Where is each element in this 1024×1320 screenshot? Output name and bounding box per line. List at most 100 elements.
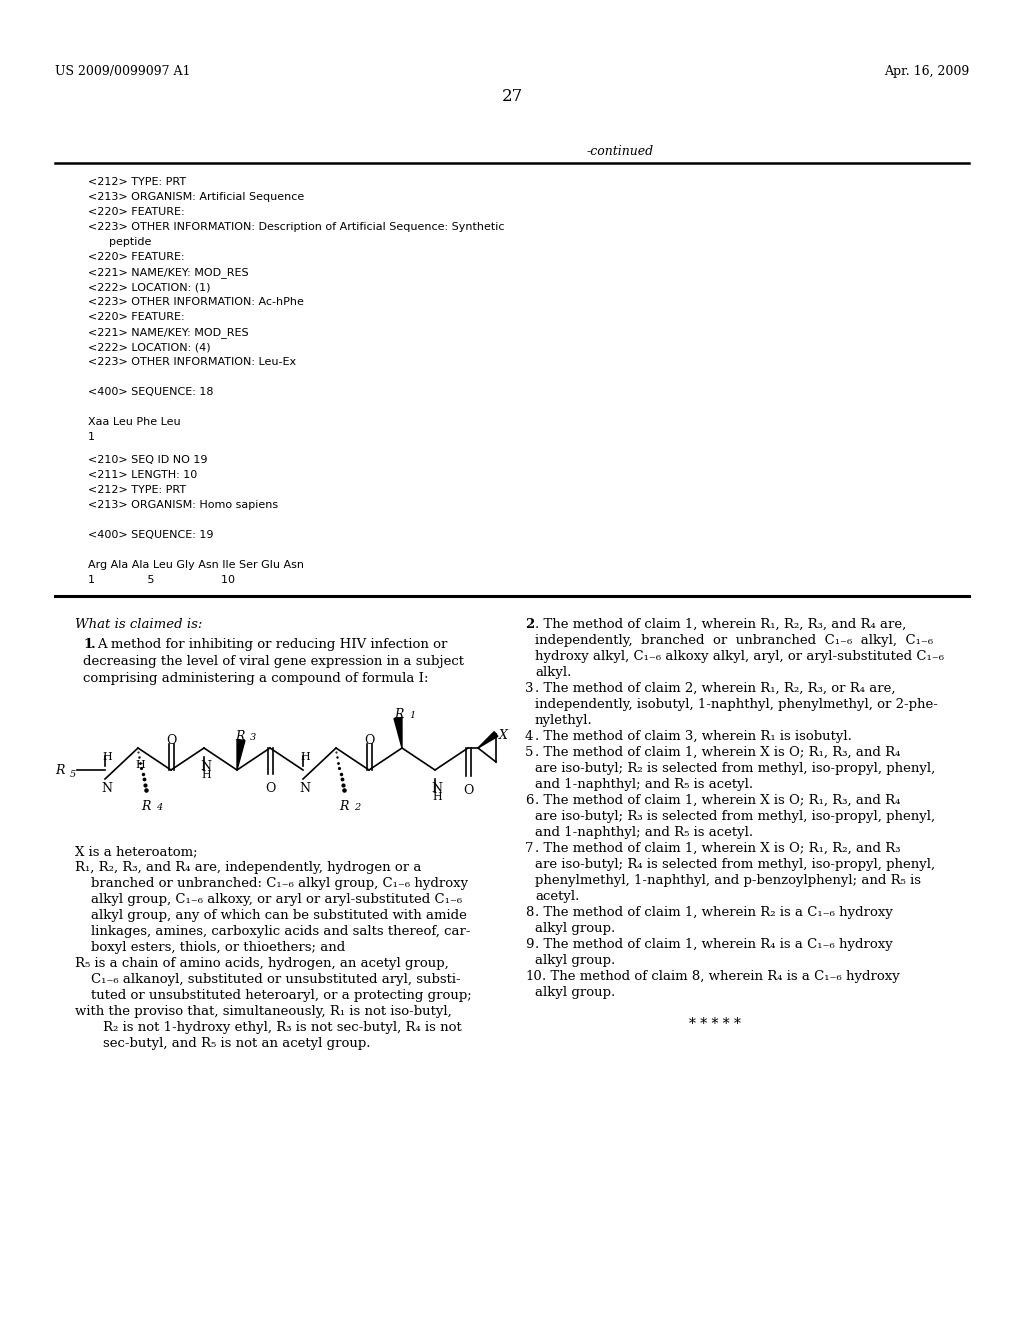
Text: Apr. 16, 2009: Apr. 16, 2009 <box>884 65 969 78</box>
Polygon shape <box>237 739 245 770</box>
Text: independently, isobutyl, 1-naphthyl, phenylmethyl, or 2-phe-: independently, isobutyl, 1-naphthyl, phe… <box>535 698 938 711</box>
Polygon shape <box>394 718 402 748</box>
Text: decreasing the level of viral gene expression in a subject: decreasing the level of viral gene expre… <box>83 655 464 668</box>
Text: alkyl group.: alkyl group. <box>535 921 615 935</box>
Text: 27: 27 <box>502 88 522 106</box>
Text: 1: 1 <box>409 711 416 719</box>
Text: N: N <box>431 781 442 795</box>
Text: What is claimed is:: What is claimed is: <box>75 618 203 631</box>
Text: 5: 5 <box>70 770 76 779</box>
Text: <211> LENGTH: 10: <211> LENGTH: 10 <box>88 470 198 480</box>
Text: 9: 9 <box>525 939 534 950</box>
Text: X: X <box>499 729 508 742</box>
Text: R₂ is not 1-hydroxy ethyl, R₃ is not sec-butyl, R₄ is not: R₂ is not 1-hydroxy ethyl, R₃ is not sec… <box>103 1020 462 1034</box>
Text: <223> OTHER INFORMATION: Leu-Ex: <223> OTHER INFORMATION: Leu-Ex <box>88 356 296 367</box>
Text: .: . <box>91 638 96 651</box>
Text: 2: 2 <box>525 618 535 631</box>
Text: . The method of claim 1, wherein R₂ is a C₁₋₆ hydroxy: . The method of claim 1, wherein R₂ is a… <box>535 906 893 919</box>
Text: . The method of claim 3, wherein R₁ is isobutyl.: . The method of claim 3, wherein R₁ is i… <box>535 730 852 743</box>
Text: alkyl.: alkyl. <box>535 667 571 678</box>
Text: <221> NAME/KEY: MOD_RES: <221> NAME/KEY: MOD_RES <box>88 327 249 338</box>
Text: alkyl group, C₁₋₆ alkoxy, or aryl or aryl-substituted C₁₋₆: alkyl group, C₁₋₆ alkoxy, or aryl or ary… <box>91 894 462 906</box>
Text: tuted or unsubstituted heteroaryl, or a protecting group;: tuted or unsubstituted heteroaryl, or a … <box>91 989 472 1002</box>
Text: . The method of claim 1, wherein X is O; R₁, R₂, and R₃: . The method of claim 1, wherein X is O;… <box>535 842 900 855</box>
Text: and 1-naphthyl; and R₅ is acetyl.: and 1-naphthyl; and R₅ is acetyl. <box>535 826 753 840</box>
Text: phenylmethyl, 1-naphthyl, and p-benzoylphenyl; and R₅ is: phenylmethyl, 1-naphthyl, and p-benzoylp… <box>535 874 921 887</box>
Text: 4: 4 <box>525 730 534 743</box>
Text: comprising administering a compound of formula I:: comprising administering a compound of f… <box>83 672 428 685</box>
Text: acetyl.: acetyl. <box>535 890 580 903</box>
Text: H: H <box>201 770 211 780</box>
Text: 7: 7 <box>525 842 534 855</box>
Text: <210> SEQ ID NO 19: <210> SEQ ID NO 19 <box>88 455 208 465</box>
Text: <213> ORGANISM: Artificial Sequence: <213> ORGANISM: Artificial Sequence <box>88 191 304 202</box>
Text: <222> LOCATION: (1): <222> LOCATION: (1) <box>88 282 211 292</box>
Text: Xaa Leu Phe Leu: Xaa Leu Phe Leu <box>88 417 180 426</box>
Text: H: H <box>135 760 144 770</box>
Text: <220> FEATURE:: <220> FEATURE: <box>88 207 184 216</box>
Text: independently,  branched  or  unbranched  C₁₋₆  alkyl,  C₁₋₆: independently, branched or unbranched C₁… <box>535 634 933 647</box>
Text: C₁₋₆ alkanoyl, substituted or unsubstituted aryl, substi-: C₁₋₆ alkanoyl, substituted or unsubstitu… <box>91 973 461 986</box>
Text: X is a heteroatom;: X is a heteroatom; <box>75 845 198 858</box>
Text: with the proviso that, simultaneously, R₁ is not iso-butyl,: with the proviso that, simultaneously, R… <box>75 1005 452 1018</box>
Text: * * * * *: * * * * * <box>689 1016 741 1031</box>
Text: 10: 10 <box>525 970 542 983</box>
Text: N: N <box>200 760 211 774</box>
Text: Arg Ala Ala Leu Gly Asn Ile Ser Glu Asn: Arg Ala Ala Leu Gly Asn Ile Ser Glu Asn <box>88 560 304 570</box>
Text: H: H <box>102 752 112 762</box>
Text: and 1-naphthyl; and R₅ is acetyl.: and 1-naphthyl; and R₅ is acetyl. <box>535 777 753 791</box>
Text: 4: 4 <box>156 803 162 812</box>
Text: R: R <box>141 800 151 813</box>
Text: . The method of claim 8, wherein R₄ is a C₁₋₆ hydroxy: . The method of claim 8, wherein R₄ is a… <box>542 970 900 983</box>
Text: . The method of claim 1, wherein X is O; R₁, R₃, and R₄: . The method of claim 1, wherein X is O;… <box>535 795 900 807</box>
Text: R: R <box>55 764 65 777</box>
Text: are iso-butyl; R₄ is selected from methyl, iso-propyl, phenyl,: are iso-butyl; R₄ is selected from methy… <box>535 858 935 871</box>
Text: are iso-butyl; R₃ is selected from methyl, iso-propyl, phenyl,: are iso-butyl; R₃ is selected from methy… <box>535 810 935 822</box>
Text: 1               5                   10: 1 5 10 <box>88 576 234 585</box>
Text: alkyl group.: alkyl group. <box>535 986 615 999</box>
Text: R: R <box>394 708 403 721</box>
Text: A method for inhibiting or reducing HIV infection or: A method for inhibiting or reducing HIV … <box>97 638 447 651</box>
Text: are iso-butyl; R₂ is selected from methyl, iso-propyl, phenyl,: are iso-butyl; R₂ is selected from methy… <box>535 762 935 775</box>
Text: 2: 2 <box>354 803 360 812</box>
Text: R: R <box>339 800 348 813</box>
Text: 6: 6 <box>525 795 534 807</box>
Text: <220> FEATURE:: <220> FEATURE: <box>88 312 184 322</box>
Text: 5: 5 <box>525 746 534 759</box>
Text: R: R <box>234 730 245 743</box>
Text: 3: 3 <box>250 733 256 742</box>
Text: <221> NAME/KEY: MOD_RES: <221> NAME/KEY: MOD_RES <box>88 267 249 279</box>
Text: hydroxy alkyl, C₁₋₆ alkoxy alkyl, aryl, or aryl-substituted C₁₋₆: hydroxy alkyl, C₁₋₆ alkoxy alkyl, aryl, … <box>535 649 944 663</box>
Text: O: O <box>265 781 275 795</box>
Text: <212> TYPE: PRT: <212> TYPE: PRT <box>88 484 186 495</box>
Text: boxyl esters, thiols, or thioethers; and: boxyl esters, thiols, or thioethers; and <box>91 941 345 954</box>
Text: <220> FEATURE:: <220> FEATURE: <box>88 252 184 261</box>
Text: -continued: -continued <box>587 145 653 158</box>
Text: peptide: peptide <box>88 238 152 247</box>
Text: O: O <box>364 734 375 747</box>
Text: US 2009/0099097 A1: US 2009/0099097 A1 <box>55 65 190 78</box>
Text: 1: 1 <box>88 432 95 442</box>
Text: nylethyl.: nylethyl. <box>535 714 593 727</box>
Text: <213> ORGANISM: Homo sapiens: <213> ORGANISM: Homo sapiens <box>88 500 279 510</box>
Text: O: O <box>463 784 473 797</box>
Text: sec-butyl, and R₅ is not an acetyl group.: sec-butyl, and R₅ is not an acetyl group… <box>103 1038 371 1049</box>
Text: . The method of claim 1, wherein R₁, R₂, R₃, and R₄ are,: . The method of claim 1, wherein R₁, R₂,… <box>535 618 906 631</box>
Text: <400> SEQUENCE: 18: <400> SEQUENCE: 18 <box>88 387 213 397</box>
Text: linkages, amines, carboxylic acids and salts thereof, car-: linkages, amines, carboxylic acids and s… <box>91 925 470 939</box>
Text: <222> LOCATION: (4): <222> LOCATION: (4) <box>88 342 211 352</box>
Text: . The method of claim 1, wherein R₄ is a C₁₋₆ hydroxy: . The method of claim 1, wherein R₄ is a… <box>535 939 893 950</box>
Text: N: N <box>299 781 310 795</box>
Text: <212> TYPE: PRT: <212> TYPE: PRT <box>88 177 186 187</box>
Text: 1: 1 <box>83 638 92 651</box>
Text: alkyl group, any of which can be substituted with amide: alkyl group, any of which can be substit… <box>91 909 467 921</box>
Text: O: O <box>166 734 176 747</box>
Text: R₅ is a chain of amino acids, hydrogen, an acetyl group,: R₅ is a chain of amino acids, hydrogen, … <box>75 957 449 970</box>
Text: <400> SEQUENCE: 19: <400> SEQUENCE: 19 <box>88 531 213 540</box>
Text: <223> OTHER INFORMATION: Ac-hPhe: <223> OTHER INFORMATION: Ac-hPhe <box>88 297 304 308</box>
Text: <223> OTHER INFORMATION: Description of Artificial Sequence: Synthetic: <223> OTHER INFORMATION: Description of … <box>88 222 505 232</box>
Text: 8: 8 <box>525 906 534 919</box>
Text: H: H <box>432 792 441 803</box>
Text: 3: 3 <box>525 682 534 696</box>
Text: R₁, R₂, R₃, and R₄ are, independently, hydrogen or a: R₁, R₂, R₃, and R₄ are, independently, h… <box>75 861 421 874</box>
